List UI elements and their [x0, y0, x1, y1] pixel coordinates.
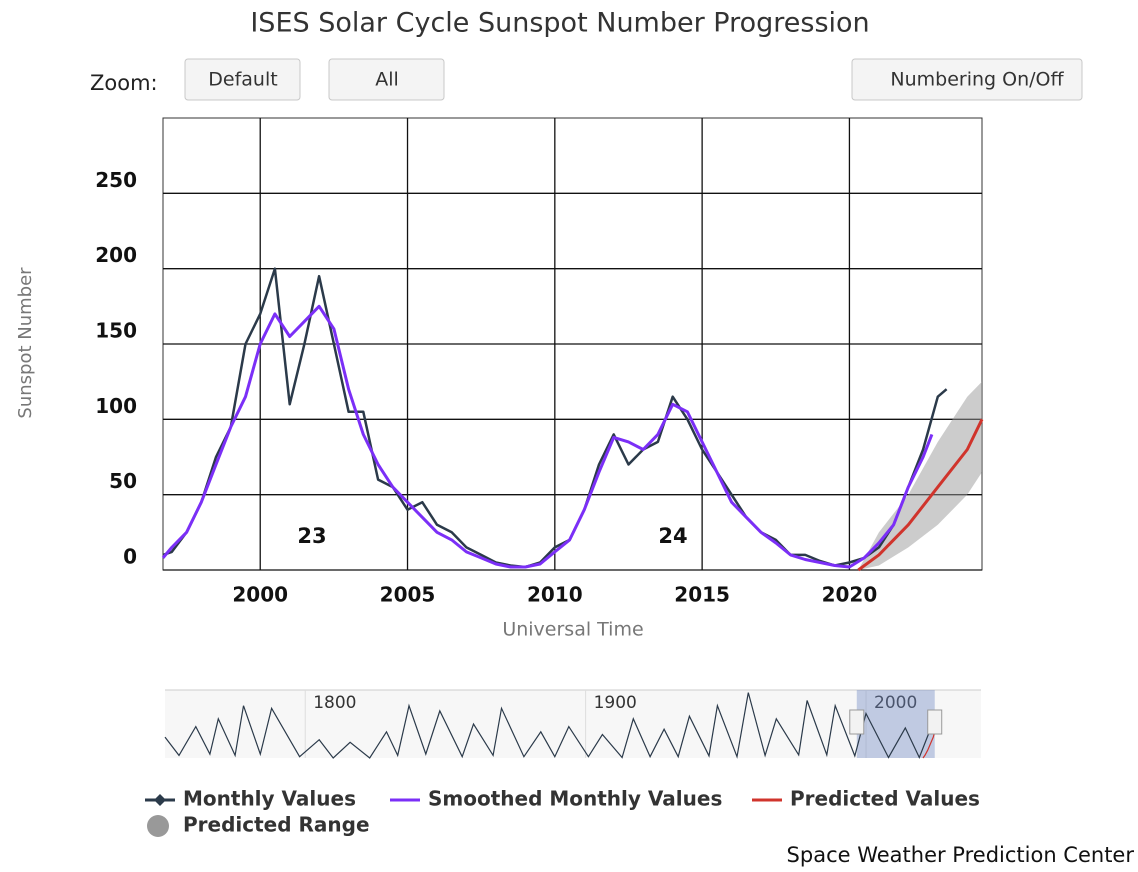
- chart-title: ISES Solar Cycle Sunspot Number Progress…: [250, 8, 869, 39]
- legend-label[interactable]: Monthly Values: [183, 787, 356, 811]
- button[interactable]: All: [328, 58, 445, 101]
- legend-label[interactable]: Smoothed Monthly Values: [428, 787, 722, 811]
- navigator-tick-label: 2000: [874, 693, 917, 713]
- navigator-handle[interactable]: [927, 709, 943, 735]
- button-box[interactable]: [184, 58, 301, 101]
- series-line: [857, 418, 984, 572]
- annotation: 23: [297, 524, 326, 548]
- button-label[interactable]: All: [375, 69, 399, 91]
- x-tick-label: 2015: [674, 583, 730, 607]
- y-tick-label: 100: [95, 394, 137, 418]
- button-box[interactable]: [851, 58, 1083, 101]
- navigator-bg: [165, 690, 981, 758]
- button-box[interactable]: [328, 58, 445, 101]
- series-line: [161, 304, 934, 569]
- button-label[interactable]: Numbering On/Off: [890, 69, 1064, 91]
- y-tick-label: 0: [123, 545, 137, 569]
- legend-label[interactable]: Predicted Values: [790, 787, 980, 811]
- y-tick-label: 200: [95, 243, 137, 267]
- annotation: 24: [658, 524, 687, 548]
- x-tick-label: 2010: [527, 583, 583, 607]
- y-tick-label: 150: [95, 319, 137, 343]
- zoom-label: Zoom:: [90, 71, 158, 95]
- x-tick-label: 2020: [822, 583, 878, 607]
- navigator-line: [164, 692, 932, 760]
- legend-marker: [147, 815, 169, 837]
- navigator-tick-label: 1900: [594, 693, 637, 713]
- button[interactable]: Numbering On/Off: [851, 58, 1083, 101]
- credit: Space Weather Prediction Center: [787, 843, 1135, 867]
- button[interactable]: Default: [184, 58, 301, 101]
- x-tick-label: 2000: [232, 583, 288, 607]
- navigator-handle[interactable]: [849, 709, 865, 735]
- navigator-tick-label: 1800: [313, 693, 356, 713]
- y-tick-label: 250: [95, 168, 137, 192]
- navigator-predicted: [922, 731, 936, 759]
- legend-marker: [154, 794, 166, 806]
- y-axis-label: Sunspot Number: [15, 267, 36, 419]
- navigator-selection: [856, 690, 935, 758]
- y-tick-label: 50: [109, 469, 137, 493]
- button-label[interactable]: Default: [208, 69, 277, 91]
- x-axis-label: Universal Time: [502, 619, 643, 641]
- range-area: [858, 381, 982, 570]
- x-tick-label: 2005: [380, 583, 436, 607]
- legend-label[interactable]: Predicted Range: [183, 813, 370, 837]
